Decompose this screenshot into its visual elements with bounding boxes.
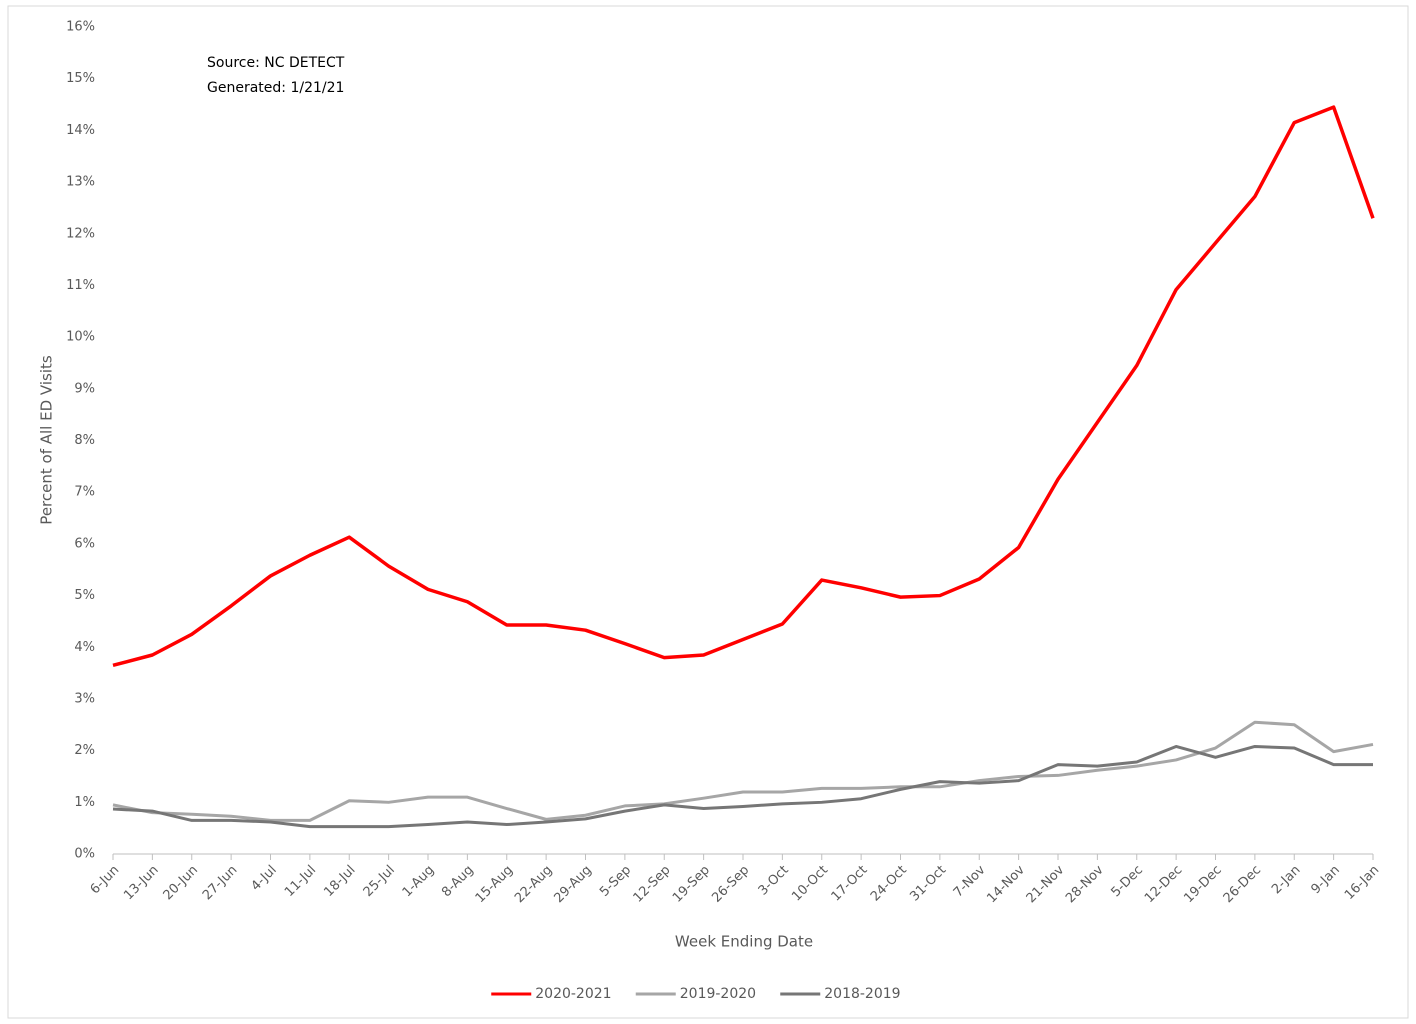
y-tick-label: 8% — [74, 433, 95, 448]
y-tick-label: 15% — [66, 71, 95, 86]
chart-border — [7, 5, 1409, 1019]
y-axis-label: Percent of All ED Visits — [38, 355, 56, 525]
y-tick-label: 14% — [66, 123, 95, 138]
y-tick-label: 0% — [74, 847, 95, 862]
y-tick-label: 5% — [74, 588, 95, 603]
legend-label: 2018-2019 — [824, 986, 900, 1002]
y-tick-label: 1% — [74, 795, 95, 810]
y-tick-label: 3% — [74, 691, 95, 706]
y-tick-label: 12% — [66, 226, 95, 241]
legend-label: 2020-2021 — [535, 986, 611, 1002]
line-series — [112, 720, 1374, 822]
y-tick-label: 16% — [66, 20, 95, 35]
annotation: Source: NC DETECT — [207, 55, 345, 71]
x-axis-label: Week Ending Date — [675, 933, 813, 951]
y-tick-label: 6% — [74, 536, 95, 551]
annotation: Generated: 1/21/21 — [207, 80, 344, 96]
y-tick-label: 11% — [66, 278, 95, 293]
y-tick-label: 2% — [74, 743, 95, 758]
line-series — [112, 105, 1375, 668]
y-tick-label: 4% — [74, 640, 95, 655]
y-tick-label: 13% — [66, 175, 95, 190]
y-tick-label: 9% — [74, 381, 95, 396]
y-tick-label: 7% — [74, 485, 95, 500]
legend-label: 2019-2020 — [680, 986, 756, 1002]
line-series — [112, 744, 1373, 829]
y-tick-label: 10% — [66, 330, 95, 345]
